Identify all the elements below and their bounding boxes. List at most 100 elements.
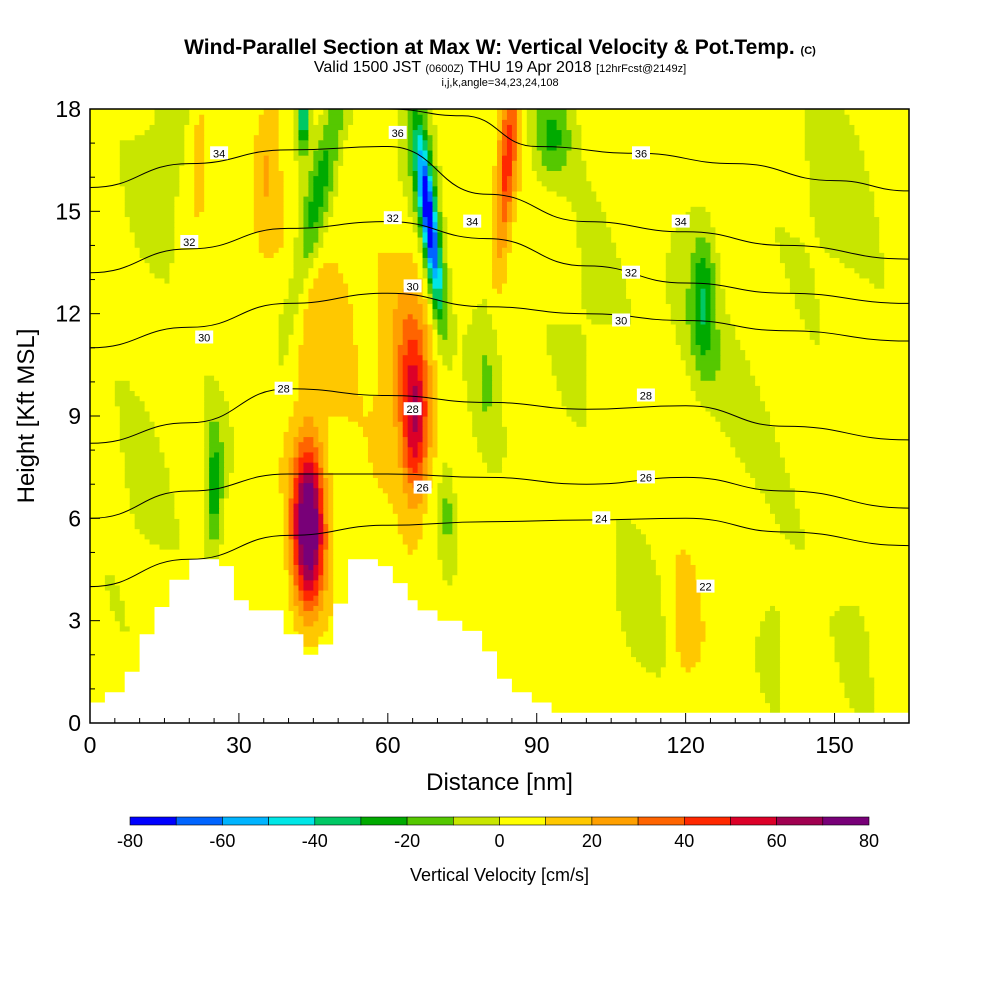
velocity-cell — [278, 109, 295, 115]
velocity-cell — [90, 180, 121, 187]
velocity-cell — [219, 426, 235, 432]
velocity-cell — [328, 579, 334, 586]
velocity-cell — [407, 195, 414, 202]
velocity-cell — [179, 190, 195, 197]
velocity-cell — [700, 656, 756, 663]
velocity-cell — [492, 180, 498, 187]
velocity-cell — [293, 579, 300, 586]
velocity-cell — [511, 170, 518, 177]
velocity-cell — [516, 185, 523, 192]
velocity-cell — [770, 508, 801, 514]
velocity-cell — [298, 549, 305, 555]
velocity-cell — [715, 288, 726, 294]
velocity-cell — [303, 247, 314, 253]
velocity-cell — [149, 416, 205, 422]
velocity-cell — [442, 267, 448, 274]
velocity-cell — [422, 231, 429, 238]
velocity-cell — [457, 329, 468, 335]
velocity-cell — [328, 538, 334, 545]
velocity-cell — [422, 206, 434, 212]
velocity-cell — [268, 170, 285, 177]
velocity-cell — [313, 149, 324, 156]
velocity-cell — [497, 170, 503, 177]
velocity-cell — [422, 329, 429, 335]
velocity-cell — [442, 502, 453, 509]
velocity-cell — [442, 282, 448, 289]
velocity-cell — [204, 549, 220, 555]
velocity-cell — [303, 451, 314, 458]
velocity-cell — [328, 421, 359, 427]
velocity-cell — [278, 339, 290, 345]
velocity-cell — [343, 144, 399, 151]
velocity-cell — [715, 303, 726, 310]
velocity-cell — [804, 528, 909, 535]
velocity-cell — [328, 436, 369, 443]
velocity-cell — [90, 344, 280, 351]
velocity-cell — [303, 574, 314, 581]
velocity-cell — [422, 334, 429, 340]
velocity-cell — [308, 272, 319, 279]
velocity-cell — [457, 549, 617, 555]
velocity-cell — [288, 293, 300, 299]
velocity-cell — [333, 180, 339, 187]
velocity-cell — [318, 600, 324, 606]
velocity-cell — [90, 554, 205, 560]
velocity-cell — [700, 303, 707, 310]
velocity-cell — [328, 482, 334, 489]
velocity-cell — [482, 385, 493, 392]
velocity-cell — [506, 236, 513, 243]
velocity-cell — [90, 298, 285, 305]
velocity-cell — [422, 385, 429, 392]
velocity-cell — [114, 390, 136, 397]
velocity-cell — [447, 247, 493, 253]
velocity-cell — [90, 236, 136, 243]
velocity-cell — [204, 190, 255, 197]
velocity-cell — [338, 170, 399, 177]
velocity-cell — [665, 257, 692, 264]
velocity-cell — [690, 206, 707, 212]
velocity-cell — [501, 129, 508, 136]
velocity-cell — [397, 390, 404, 397]
velocity-cell — [442, 262, 448, 269]
velocity-cell — [482, 405, 488, 412]
velocity-cell — [640, 661, 667, 668]
velocity-cell — [586, 308, 632, 315]
velocity-cell — [313, 467, 319, 473]
velocity-cell — [422, 308, 429, 315]
velocity-cell — [273, 252, 295, 258]
velocity-cell — [323, 201, 329, 207]
velocity-cell — [298, 195, 305, 202]
velocity-cell — [437, 359, 444, 366]
velocity-cell — [90, 426, 121, 432]
velocity-cell — [90, 574, 106, 581]
velocity-cell — [303, 221, 309, 228]
velocity-cell — [492, 323, 548, 330]
velocity-cell — [348, 129, 399, 136]
velocity-cell — [452, 523, 458, 530]
svg-text:28: 28 — [406, 404, 418, 416]
velocity-cell — [501, 144, 508, 151]
velocity-cell — [442, 216, 448, 223]
velocity-cell — [417, 216, 424, 223]
velocity-cell — [90, 185, 126, 192]
velocity-cell — [293, 267, 309, 274]
velocity-cell — [353, 308, 379, 315]
velocity-cell — [333, 508, 394, 514]
velocity-cell — [506, 149, 513, 156]
velocity-cell — [779, 661, 841, 668]
velocity-cell — [427, 175, 434, 182]
velocity-cell — [506, 185, 513, 192]
velocity-cell — [90, 252, 141, 258]
velocity-cell — [397, 114, 409, 120]
velocity-cell — [497, 221, 508, 228]
velocity-cell — [501, 288, 582, 294]
velocity-cell — [417, 175, 424, 182]
velocity-cell — [90, 114, 156, 120]
velocity-cell — [581, 329, 677, 335]
velocity-cell — [278, 462, 290, 468]
velocity-cell — [293, 139, 300, 146]
velocity-cell — [571, 206, 602, 212]
velocity-cell — [591, 185, 811, 192]
velocity-cell — [432, 456, 483, 463]
velocity-cell — [358, 380, 379, 386]
